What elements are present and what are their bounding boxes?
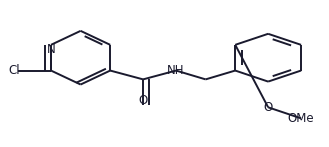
Text: OMe: OMe	[288, 112, 314, 125]
Text: O: O	[264, 101, 273, 114]
Text: N: N	[47, 43, 55, 56]
Text: O: O	[139, 94, 148, 107]
Text: Cl: Cl	[8, 64, 20, 77]
Text: NH: NH	[167, 64, 185, 77]
